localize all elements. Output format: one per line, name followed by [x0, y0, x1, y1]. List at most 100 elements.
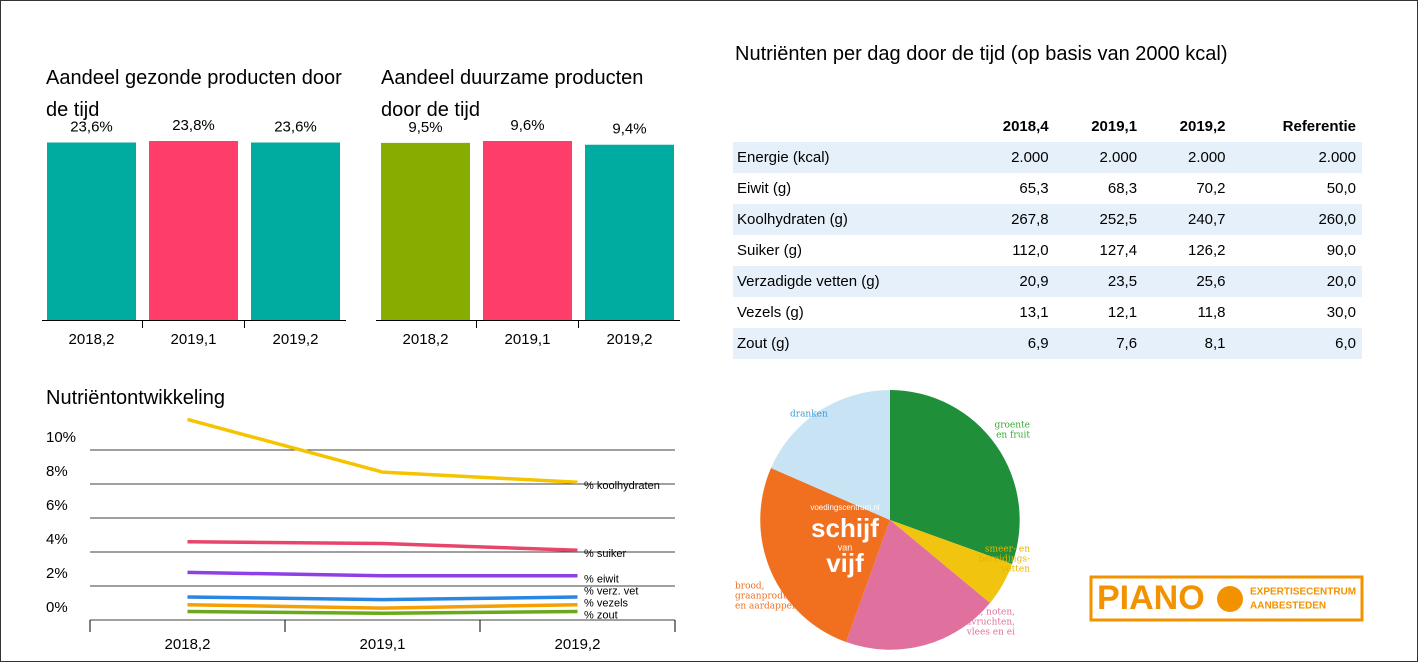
logo-box — [1089, 575, 1364, 622]
cell: 30,0 — [1326, 304, 1356, 321]
pie-label: graanproducten — [735, 592, 809, 602]
legend-label: % vezels — [584, 597, 629, 609]
schijf-word: vijf — [826, 548, 864, 578]
pie-label: vlees en ei — [966, 628, 1015, 638]
cell: 267,8 — [966, 204, 1055, 235]
row-label: Koolhydraten (g) — [733, 204, 967, 235]
y-tick-label: 0% — [46, 599, 68, 616]
cell: 13,1 — [1019, 304, 1049, 321]
value-label: 23,6% — [70, 118, 113, 135]
y-tick-label: 8% — [46, 463, 68, 480]
cell: 12,1 — [1107, 304, 1138, 321]
x-tick-label: 2019,1 — [505, 331, 551, 348]
x-tick-label: 2019,2 — [273, 331, 319, 348]
x-tick-label: 2018,2 — [165, 636, 211, 653]
pie-pink — [846, 520, 990, 650]
pie-label: groente — [994, 421, 1030, 431]
pie-label: en fruit — [996, 431, 1030, 441]
pie-label: smeer- en — [985, 545, 1030, 555]
table-row: Vezels (g) 13,1 12,1 11,8 30,0 — [733, 297, 1362, 328]
cell: 127,4 — [1099, 242, 1138, 259]
bar — [251, 142, 340, 320]
logo-dot — [1217, 586, 1243, 612]
cell: 2.000 — [1143, 142, 1232, 173]
logo-line: AANBESTEDEN — [1250, 601, 1326, 612]
table-row: Eiwit (g) 65,3 68,3 70,2 50,0 — [733, 173, 1362, 204]
x-tick-label: 2019,1 — [171, 331, 217, 348]
x-tick-label: 2019,1 — [360, 636, 406, 653]
bar — [381, 142, 470, 320]
line-series — [187, 595, 578, 602]
x-tick-label: 2018,2 — [69, 331, 115, 348]
header-cell: 2018,4 — [1002, 118, 1049, 135]
x-tick-label: 2019,2 — [607, 331, 653, 348]
legend-label: % eiwit — [584, 573, 619, 585]
nutrient-table: 2018,4 2019,1 2019,2 Referentie Energie (kca… — [733, 111, 1362, 359]
cell: 50,0 — [1326, 180, 1356, 197]
cell: 65,3 — [1019, 180, 1049, 197]
table-title: Nutriënten per dag door de tijd (op basi… — [735, 43, 1228, 65]
value-label: 23,8% — [172, 117, 215, 134]
y-tick-label: 4% — [46, 531, 68, 548]
chart-title: Aandeel duurzame producten door de tijd — [381, 67, 644, 121]
value-label: 9,5% — [408, 119, 442, 136]
pie-label: zuivel, noten, — [954, 608, 1015, 618]
line-series — [187, 609, 578, 615]
row-label: Suiker (g) — [737, 242, 803, 259]
pie-label: bereidings- — [979, 555, 1030, 565]
cell: 7,6 — [1054, 328, 1144, 359]
header-cell: 2019,2 — [1179, 118, 1226, 135]
schijf-word: schijf — [811, 513, 879, 543]
bar — [149, 141, 238, 320]
table-row: Verzadigde vetten (g) 20,9 23,5 25,6 20,0 — [733, 266, 1362, 297]
header-cell — [733, 111, 966, 142]
value-label: 9,6% — [510, 117, 544, 134]
y-tick-label: 2% — [46, 565, 68, 582]
cell: 6,9 — [966, 328, 1055, 359]
bar — [483, 141, 572, 320]
cell: 2.000 — [1054, 142, 1144, 173]
line-series — [187, 417, 578, 485]
schijf-word: van — [838, 542, 853, 552]
legend-label: % koolhydraten — [584, 480, 660, 492]
pie-label: vetten — [1000, 565, 1030, 575]
cell: 6,0 — [1231, 328, 1362, 359]
bar — [585, 144, 674, 320]
logo-line: EXPERTISECENTRUM — [1250, 587, 1356, 598]
cell: 260,0 — [1231, 204, 1362, 235]
table-row: Energie (kcal) 2.000 2.000 2.000 2.000 — [733, 142, 1362, 173]
table-row: Koolhydraten (g) 267,8 252,5 240,7 260,0 — [733, 204, 1362, 235]
logo-name: PIANO — [1097, 579, 1205, 617]
cell: 20,0 — [1231, 266, 1362, 297]
cell: 23,5 — [1054, 266, 1144, 297]
header-cell: 2019,1 — [1091, 118, 1138, 135]
row-label: Eiwit (g) — [737, 180, 792, 197]
cell: 70,2 — [1196, 180, 1226, 197]
pie-label: en aardappelen — [735, 602, 806, 612]
pie-label: brood, — [735, 582, 765, 592]
table-row: Suiker (g) 112,0 127,4 126,2 90,0 — [733, 235, 1362, 266]
chart-title: Nutriëntontwikkeling — [46, 387, 225, 409]
chart-title: Aandeel gezonde producten door de tijd — [46, 67, 342, 121]
line-series — [187, 540, 578, 553]
pie-label: vis, peulvruchten, — [932, 618, 1015, 628]
legend-label: % suiker — [584, 548, 627, 560]
cell: 252,5 — [1054, 204, 1144, 235]
legend-label: % zout — [584, 609, 618, 621]
row-label: Verzadigde vetten (g) — [733, 266, 967, 297]
cell: 25,6 — [1143, 266, 1232, 297]
cell: 20,9 — [966, 266, 1055, 297]
pie-blue — [771, 390, 890, 520]
row-label: Energie (kcal) — [733, 142, 967, 173]
y-tick-label: 10% — [46, 429, 76, 446]
cell: 112,0 — [1012, 242, 1049, 259]
cell: 126,2 — [1187, 242, 1226, 259]
schijf-site: voedingscentrum.nl — [810, 503, 880, 512]
table-row: Zout (g) 6,9 7,6 8,1 6,0 — [733, 328, 1362, 359]
cell: 8,1 — [1143, 328, 1232, 359]
header-cell: Referentie — [1282, 118, 1356, 135]
row-label: Zout (g) — [733, 328, 967, 359]
cell: 11,8 — [1197, 304, 1226, 321]
cell: 240,7 — [1143, 204, 1232, 235]
